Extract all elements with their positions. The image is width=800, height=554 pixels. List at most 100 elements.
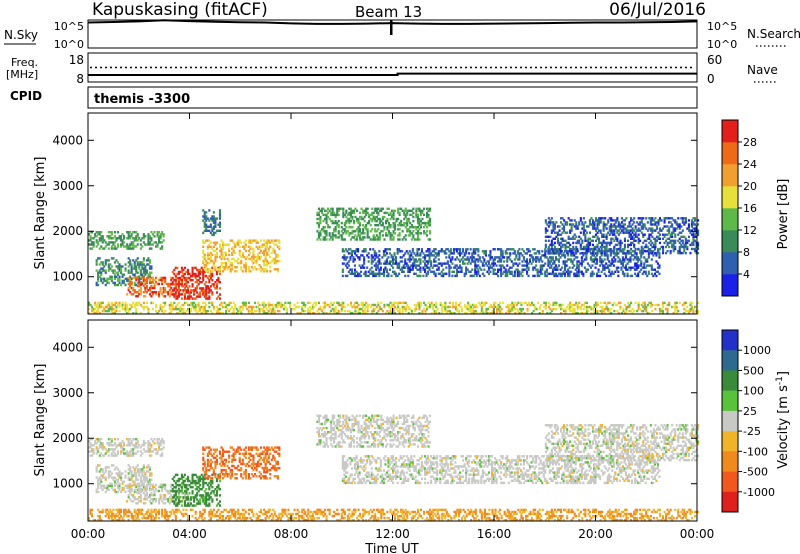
power-cells-cell xyxy=(179,307,182,311)
power-cells-cell xyxy=(609,254,612,257)
power-cells-cell xyxy=(95,312,98,315)
power-cells-cell xyxy=(469,262,472,265)
power-cells-cell xyxy=(434,264,437,267)
power-cells-cell xyxy=(602,266,605,269)
power-cells-cell xyxy=(392,211,395,215)
power-cells-cell xyxy=(182,307,185,311)
power-cells-cell xyxy=(91,247,94,250)
power-cells-cell xyxy=(633,243,636,247)
power-cells-cell xyxy=(336,236,339,239)
power-cells-cell xyxy=(646,264,649,267)
power-cells-cell xyxy=(115,237,118,240)
power-cells-cell xyxy=(419,260,422,263)
power-cells-cell xyxy=(244,270,247,273)
power-cells-cell xyxy=(264,268,267,271)
power-cells-cell xyxy=(472,256,475,259)
power-cells-cell xyxy=(574,272,577,275)
power-cells-cell xyxy=(202,215,205,218)
power-cells-cell xyxy=(424,264,427,267)
vel-cells-cell xyxy=(118,444,121,447)
power-cells-cell xyxy=(561,254,564,257)
power-cells-cell xyxy=(272,257,275,261)
power-cells-cell xyxy=(212,266,215,269)
power-cells-cell xyxy=(572,312,575,315)
power-cells-cell xyxy=(104,259,107,262)
power-cells-cell xyxy=(205,312,208,315)
power-cells-cell xyxy=(241,255,244,259)
power-cells-cell xyxy=(378,234,381,237)
power-cells-cell xyxy=(130,286,133,290)
power-cells-cell xyxy=(365,305,368,309)
vel-cells-cell xyxy=(147,450,150,453)
power-cells-cell xyxy=(381,234,384,237)
power-cells-cell xyxy=(444,309,447,313)
power-cells-cell xyxy=(252,261,255,265)
power-cells-cell xyxy=(563,227,566,230)
power-cells-cell xyxy=(532,274,535,278)
power-cells-cell xyxy=(483,258,486,261)
power-cells-cell xyxy=(145,259,148,262)
power-cells-cell xyxy=(106,303,109,307)
power-cells-cell xyxy=(689,251,692,255)
power-cells-cell xyxy=(398,213,401,217)
power-cells-cell xyxy=(257,247,260,250)
power-cells-cell xyxy=(520,307,523,311)
power-cells-cell xyxy=(392,309,395,313)
power-cells-cell xyxy=(107,307,110,311)
power-cells-cell xyxy=(538,274,541,278)
power-cells-cell xyxy=(541,254,544,257)
power-cells-cell xyxy=(642,227,645,230)
power-cells-cell xyxy=(148,293,151,296)
power-cells-cell xyxy=(191,303,194,307)
power-cells-cell xyxy=(226,307,229,311)
power-cells-cell xyxy=(106,259,109,262)
power-cells-cell xyxy=(334,307,337,311)
power-cells-cell xyxy=(546,223,549,226)
power-cells-cell xyxy=(390,264,393,267)
power-cells-cell xyxy=(518,258,521,261)
power-cells-cell xyxy=(576,312,579,315)
power-cells-cell xyxy=(477,254,480,257)
power-cells-cell xyxy=(98,263,101,266)
power-cells-cell xyxy=(275,268,278,271)
power-cells-cell xyxy=(252,251,255,255)
power-cells-cell xyxy=(544,221,547,224)
power-cells-cell xyxy=(159,291,162,294)
power-cells-cell xyxy=(613,309,616,313)
power-cells-cell xyxy=(425,264,428,267)
power-cells-cell xyxy=(630,233,633,236)
power-cells-cell xyxy=(238,245,241,248)
power-cells-cell xyxy=(433,312,436,315)
power-cells-cell xyxy=(644,270,647,273)
power-cells-cell xyxy=(668,227,671,230)
power-cells-cell xyxy=(334,213,337,217)
vel-cells-cell xyxy=(126,450,129,453)
power-cells-cell xyxy=(363,312,366,315)
power-cells-cell xyxy=(591,225,594,228)
power-cells-cell xyxy=(191,285,194,288)
power-cells-cell xyxy=(669,217,672,220)
power-cells-cell xyxy=(591,258,594,261)
power-cells-cell xyxy=(380,207,383,210)
power-cells-cell xyxy=(409,230,412,233)
power-cells-cell xyxy=(410,238,413,241)
power-cells-cell xyxy=(397,224,400,227)
power-cells-cell xyxy=(477,268,480,271)
power-cells-cell xyxy=(142,233,145,236)
power-cells-cell xyxy=(683,223,686,226)
power-cells-cell xyxy=(681,235,684,238)
power-cells-cell xyxy=(378,268,381,271)
power-cells-cell xyxy=(232,245,235,248)
power-cells-cell xyxy=(668,229,671,232)
power-cells-cell xyxy=(672,231,675,234)
power-cells-cell xyxy=(319,215,322,219)
power-cells-cell xyxy=(353,252,356,255)
power-cells-cell xyxy=(410,264,413,267)
power-cells-cell xyxy=(171,293,174,296)
power-cells-cell xyxy=(576,274,579,278)
vel-cells-cell xyxy=(126,452,129,455)
power-cells-cell xyxy=(619,305,622,309)
power-cells-cell xyxy=(651,227,654,230)
power-cells-cell xyxy=(348,207,351,210)
power-cells-cell xyxy=(660,245,663,249)
